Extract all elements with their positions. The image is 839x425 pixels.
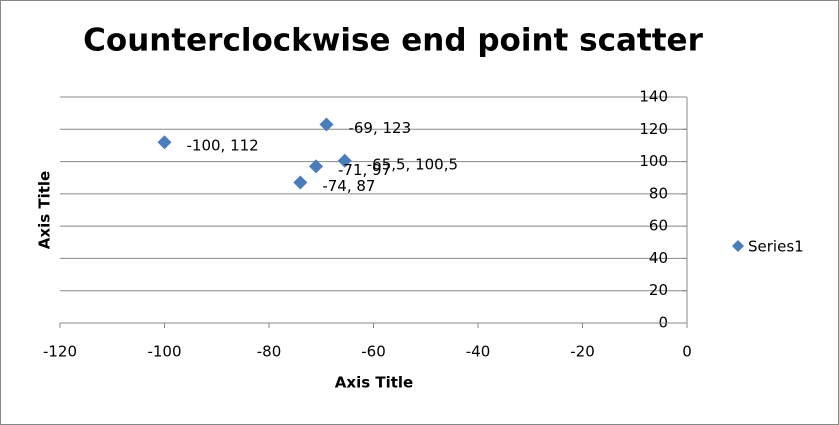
data-label: -100, 112 bbox=[187, 137, 259, 155]
x-tick-label: -60 bbox=[361, 343, 386, 361]
data-label: -71, 97 bbox=[338, 161, 391, 179]
x-tick-label: -20 bbox=[570, 343, 595, 361]
x-tick-label: 0 bbox=[682, 343, 692, 361]
legend-marker bbox=[732, 240, 744, 252]
point bbox=[337, 153, 352, 168]
chart-title: Counterclockwise end point scatter bbox=[83, 23, 703, 59]
x-tick-label: -80 bbox=[257, 343, 282, 361]
legend-label: Series1 bbox=[748, 238, 804, 256]
x-tick-label: -40 bbox=[466, 343, 491, 361]
y-tick-label: 140 bbox=[639, 88, 668, 106]
y-tick-label: 120 bbox=[639, 120, 668, 138]
data-label: -74, 87 bbox=[322, 177, 375, 195]
y-tick-label: 40 bbox=[649, 249, 668, 267]
x-axis-title: Axis Title bbox=[335, 374, 413, 392]
y-tick-label: 80 bbox=[649, 184, 668, 202]
y-tick-label: 100 bbox=[639, 152, 668, 170]
point bbox=[319, 117, 334, 132]
y-tick-label: 20 bbox=[649, 281, 668, 299]
y-tick-label: 60 bbox=[649, 217, 668, 235]
data-label: -69, 123 bbox=[348, 119, 411, 137]
x-tick-label: -100 bbox=[147, 343, 181, 361]
point bbox=[293, 175, 308, 190]
point bbox=[157, 135, 172, 150]
y-axis-title: Axis Title bbox=[36, 171, 54, 249]
data-label: -65,5, 100,5 bbox=[367, 155, 458, 173]
x-tick-label: -120 bbox=[43, 343, 77, 361]
point bbox=[309, 159, 324, 174]
